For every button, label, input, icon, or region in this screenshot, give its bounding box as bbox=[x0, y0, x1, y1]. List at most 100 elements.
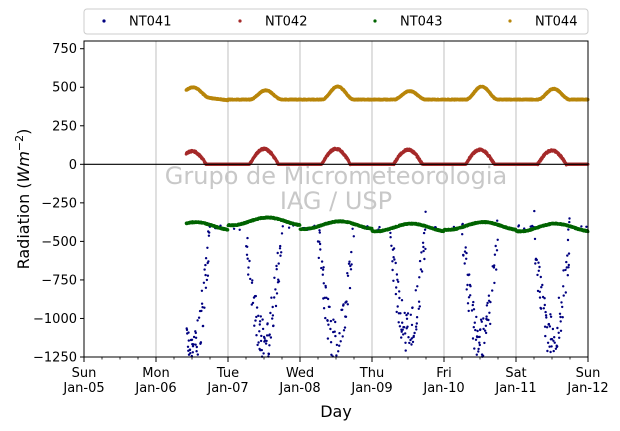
data-point bbox=[491, 289, 494, 292]
data-point bbox=[482, 327, 485, 331]
data-point bbox=[478, 343, 481, 347]
data-point bbox=[393, 258, 396, 261]
data-point bbox=[537, 261, 540, 264]
data-point bbox=[194, 336, 198, 339]
data-point bbox=[263, 337, 266, 340]
data-point bbox=[334, 320, 337, 324]
data-point bbox=[482, 317, 485, 320]
data-point bbox=[232, 227, 236, 230]
data-point bbox=[261, 318, 264, 321]
data-point bbox=[277, 280, 281, 283]
data-point bbox=[397, 321, 400, 324]
data-point bbox=[535, 258, 538, 262]
data-point bbox=[398, 296, 401, 300]
data-point bbox=[194, 343, 197, 346]
data-point bbox=[400, 336, 403, 339]
data-point bbox=[326, 319, 329, 322]
data-point bbox=[204, 273, 207, 277]
data-point bbox=[418, 276, 421, 279]
data-point bbox=[326, 337, 330, 340]
data-point bbox=[204, 263, 207, 267]
data-point bbox=[254, 294, 257, 298]
data-point bbox=[545, 326, 549, 329]
data-point bbox=[420, 270, 424, 273]
data-point bbox=[275, 292, 279, 295]
data-point bbox=[398, 325, 402, 328]
data-point bbox=[549, 315, 553, 318]
data-point bbox=[320, 260, 324, 263]
data-point bbox=[401, 328, 404, 331]
data-point bbox=[349, 264, 352, 268]
data-point bbox=[269, 311, 272, 315]
data-point bbox=[414, 289, 417, 292]
data-point bbox=[556, 345, 559, 348]
data-point bbox=[196, 353, 199, 356]
data-point bbox=[548, 345, 551, 348]
data-point bbox=[207, 260, 210, 263]
data-point bbox=[349, 268, 353, 271]
data-point bbox=[395, 286, 398, 289]
data-point bbox=[389, 236, 392, 239]
data-point bbox=[422, 245, 425, 249]
data-point bbox=[322, 282, 325, 285]
data-point bbox=[332, 318, 335, 321]
data-point bbox=[200, 302, 204, 305]
data-point bbox=[395, 310, 398, 314]
data-point bbox=[337, 350, 340, 353]
data-point bbox=[562, 269, 565, 272]
legend-label: NT042 bbox=[265, 15, 307, 30]
data-point bbox=[250, 303, 253, 306]
data-point bbox=[281, 225, 284, 228]
data-point bbox=[538, 290, 541, 293]
data-point bbox=[329, 327, 332, 331]
data-point bbox=[318, 240, 321, 243]
data-point bbox=[245, 253, 249, 256]
data-point bbox=[533, 237, 537, 241]
data-point bbox=[549, 313, 552, 316]
data-point bbox=[559, 315, 562, 319]
data-point bbox=[335, 343, 339, 347]
data-point bbox=[549, 350, 552, 354]
data-point bbox=[255, 334, 258, 337]
legend-label: NT044 bbox=[535, 15, 577, 30]
data-point bbox=[544, 310, 547, 314]
data-point bbox=[420, 251, 423, 254]
data-point bbox=[472, 308, 476, 311]
data-point bbox=[484, 324, 488, 327]
data-point bbox=[274, 288, 277, 291]
data-point bbox=[561, 305, 564, 309]
data-point bbox=[269, 336, 273, 339]
data-point bbox=[469, 285, 472, 288]
data-point bbox=[392, 256, 395, 259]
data-point bbox=[392, 247, 396, 250]
data-point bbox=[546, 349, 549, 353]
data-point bbox=[187, 331, 190, 334]
data-point bbox=[202, 281, 206, 284]
data-point bbox=[398, 290, 401, 293]
data-point bbox=[539, 275, 542, 279]
data-point bbox=[416, 285, 419, 288]
data-point bbox=[319, 248, 322, 251]
data-point bbox=[246, 257, 249, 260]
data-point bbox=[324, 316, 327, 320]
data-point bbox=[322, 266, 325, 269]
data-point bbox=[418, 259, 422, 263]
data-point bbox=[414, 325, 418, 328]
data-point bbox=[474, 338, 478, 341]
data-point bbox=[253, 324, 256, 327]
data-point bbox=[327, 323, 330, 326]
data-point bbox=[226, 228, 230, 232]
data-point bbox=[344, 315, 348, 318]
data-point bbox=[412, 334, 415, 338]
data-point bbox=[328, 305, 331, 309]
data-point bbox=[274, 304, 278, 308]
data-point bbox=[477, 350, 480, 353]
legend: NT041 NT042 NT043 NT044 bbox=[83, 8, 589, 35]
data-point bbox=[396, 305, 399, 308]
data-point bbox=[258, 320, 262, 323]
data-point bbox=[324, 286, 327, 289]
data-point bbox=[195, 350, 198, 353]
data-point bbox=[186, 345, 190, 348]
data-point bbox=[335, 354, 338, 357]
data-point bbox=[551, 327, 555, 331]
